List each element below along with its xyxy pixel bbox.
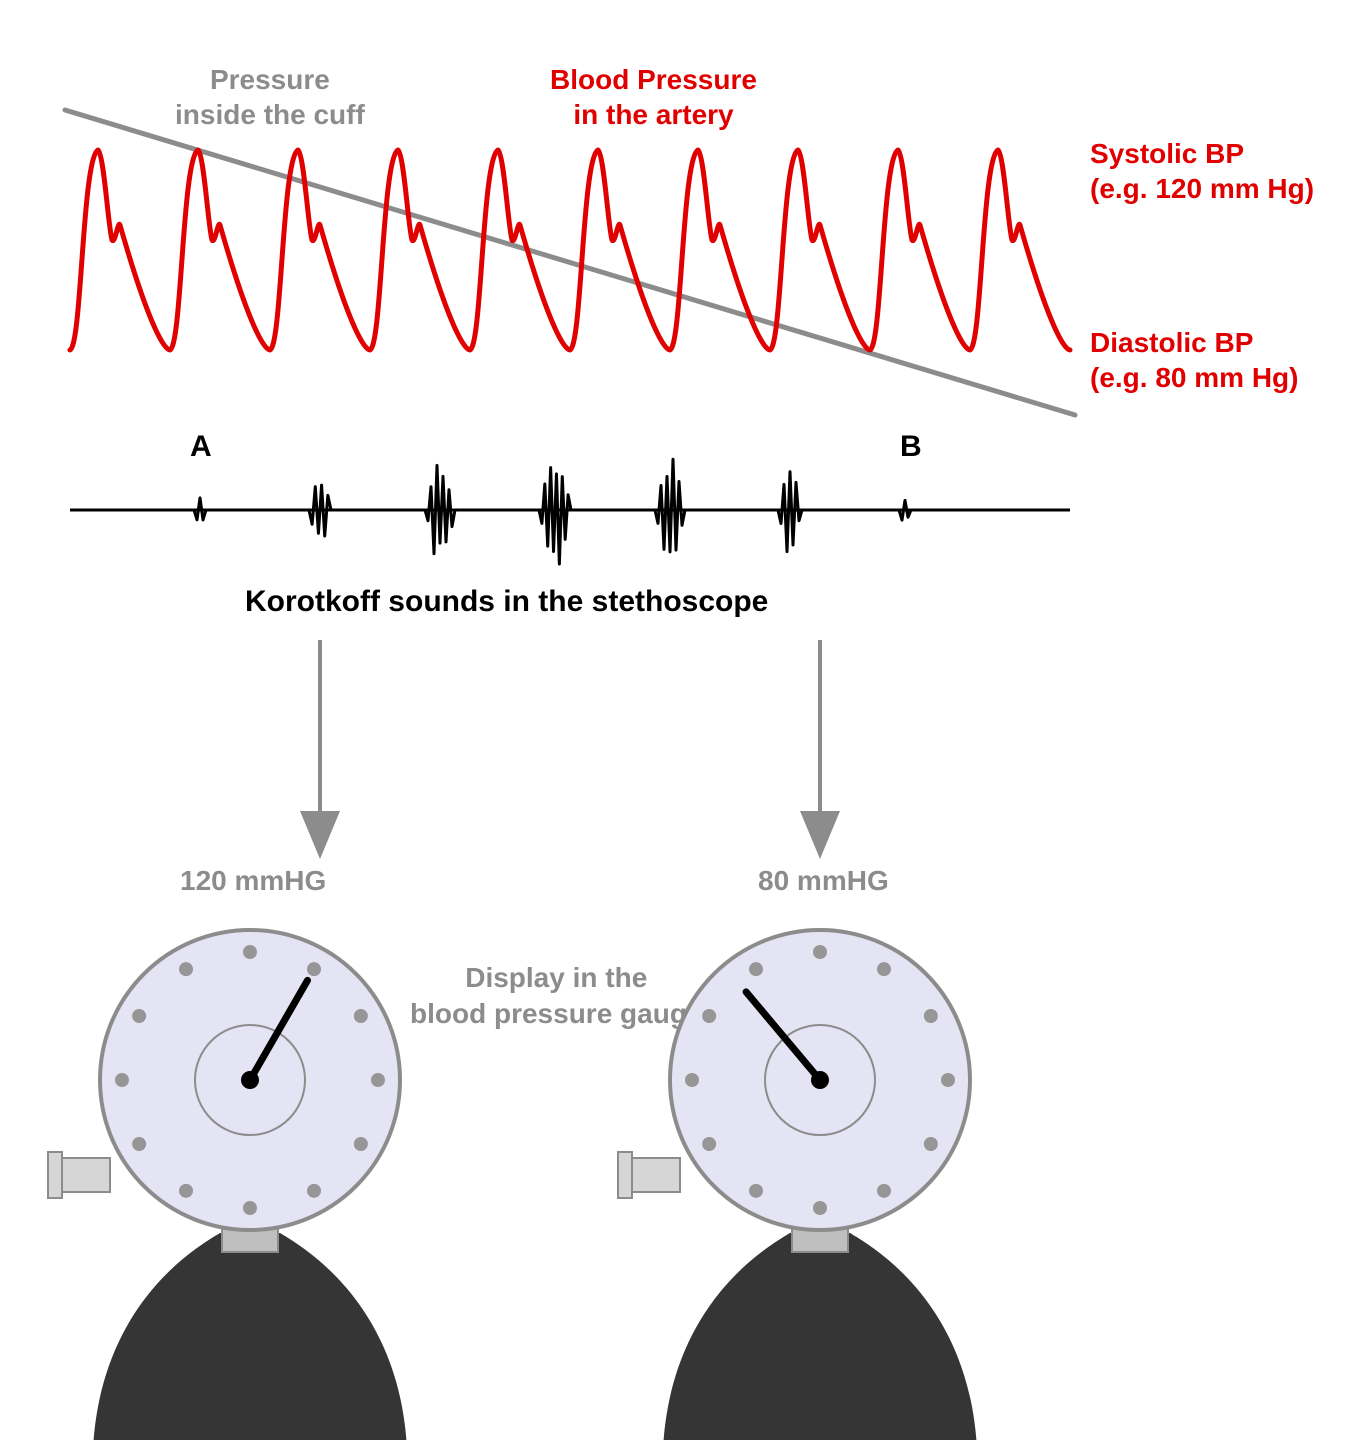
diagram-svg	[0, 0, 1347, 1440]
korotkoff-trace	[70, 459, 1070, 564]
bp-waveform	[70, 150, 1070, 350]
gauge-left	[48, 930, 408, 1440]
gauge-right	[618, 930, 978, 1440]
cuff-pressure-line	[65, 110, 1075, 415]
